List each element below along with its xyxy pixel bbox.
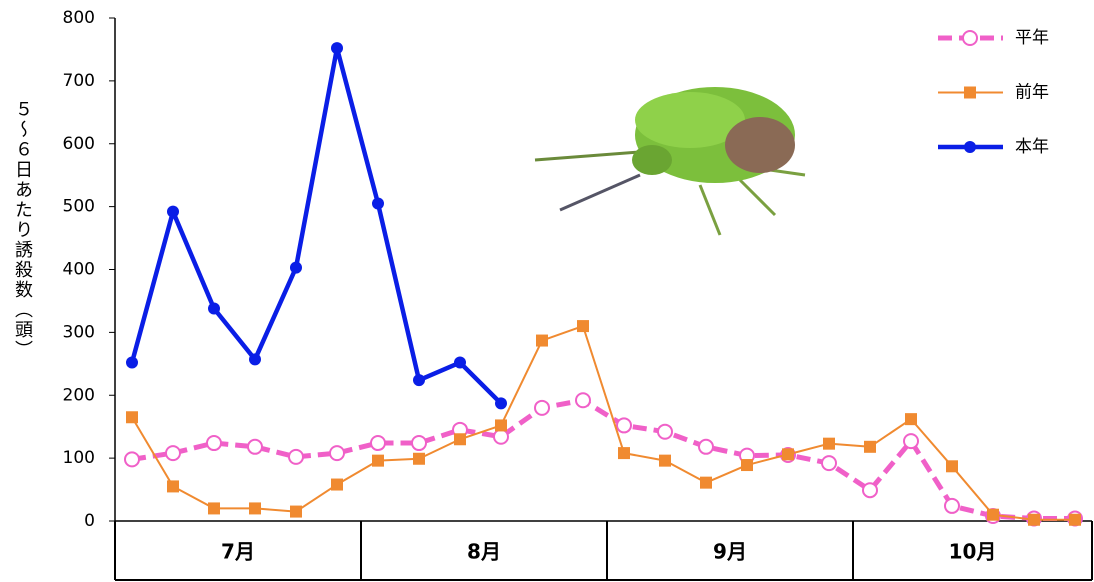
y-tick-label: 400	[63, 260, 95, 280]
marker	[454, 433, 466, 445]
series	[125, 393, 1082, 525]
marker	[208, 502, 220, 514]
marker	[576, 393, 590, 407]
y-tick-label: 600	[63, 134, 95, 154]
marker	[249, 502, 261, 514]
marker	[964, 87, 976, 99]
marker	[372, 197, 384, 209]
marker	[331, 479, 343, 491]
marker	[290, 262, 302, 274]
marker	[371, 436, 385, 450]
marker	[904, 434, 918, 448]
marker	[658, 425, 672, 439]
marker	[822, 456, 836, 470]
month-label: 8月	[467, 540, 501, 564]
marker	[741, 459, 753, 471]
marker	[166, 446, 180, 460]
series	[126, 42, 507, 409]
marker	[413, 453, 425, 465]
marker	[963, 31, 977, 45]
y-tick-label: 100	[63, 448, 95, 468]
marker	[289, 450, 303, 464]
marker	[700, 477, 712, 489]
marker	[167, 206, 179, 218]
marker	[964, 141, 976, 153]
series-line	[132, 326, 1075, 520]
marker	[905, 413, 917, 425]
marker	[823, 438, 835, 450]
marker	[577, 320, 589, 332]
marker	[372, 455, 384, 467]
marker	[290, 506, 302, 518]
marker	[125, 452, 139, 466]
marker	[618, 447, 630, 459]
month-label: 10月	[949, 540, 997, 564]
marker	[208, 302, 220, 314]
y-tick-label: 800	[63, 8, 95, 28]
month-label: 9月	[713, 540, 747, 564]
month-label: 7月	[221, 540, 255, 564]
marker	[1028, 514, 1040, 526]
marker	[659, 455, 671, 467]
y-axis-title: ５～６日あたり誘殺数（頭）	[12, 100, 33, 360]
marker	[248, 440, 262, 454]
y-tick-label: 300	[63, 322, 95, 342]
chart: ５～６日あたり誘殺数（頭） 0 100 200 300 400 500 600 700 800 7…	[0, 0, 1094, 582]
marker	[495, 419, 507, 431]
marker	[167, 480, 179, 492]
marker	[494, 430, 508, 444]
marker	[249, 353, 261, 365]
series	[126, 320, 1081, 526]
marker	[413, 374, 425, 386]
y-tick-label: 700	[63, 71, 95, 91]
page: ５～６日あたり誘殺数（頭） 0 100 200 300 400 500 600 700 800 7…	[0, 0, 1094, 582]
marker	[782, 448, 794, 460]
y-tick-label: 500	[63, 197, 95, 217]
marker	[495, 397, 507, 409]
marker	[126, 357, 138, 369]
legend-label: 前年	[1015, 83, 1049, 103]
marker	[1069, 514, 1081, 526]
marker	[454, 357, 466, 369]
legend-label: 本年	[1015, 137, 1049, 157]
marker	[946, 460, 958, 472]
marker	[863, 483, 877, 497]
marker	[331, 42, 343, 54]
marker	[207, 436, 221, 450]
insect-photo	[535, 87, 805, 235]
marker	[126, 411, 138, 423]
marker	[536, 335, 548, 347]
marker	[535, 401, 549, 415]
marker	[945, 499, 959, 513]
legend-label: 平年	[1015, 28, 1049, 48]
marker	[987, 509, 999, 521]
marker	[864, 441, 876, 453]
marker	[617, 418, 631, 432]
series-line	[132, 48, 501, 403]
marker	[330, 446, 344, 460]
marker	[412, 436, 426, 450]
marker	[699, 440, 713, 454]
y-tick-label: 200	[63, 385, 95, 405]
y-tick-label: 0	[84, 511, 95, 531]
series-line	[132, 400, 1075, 518]
